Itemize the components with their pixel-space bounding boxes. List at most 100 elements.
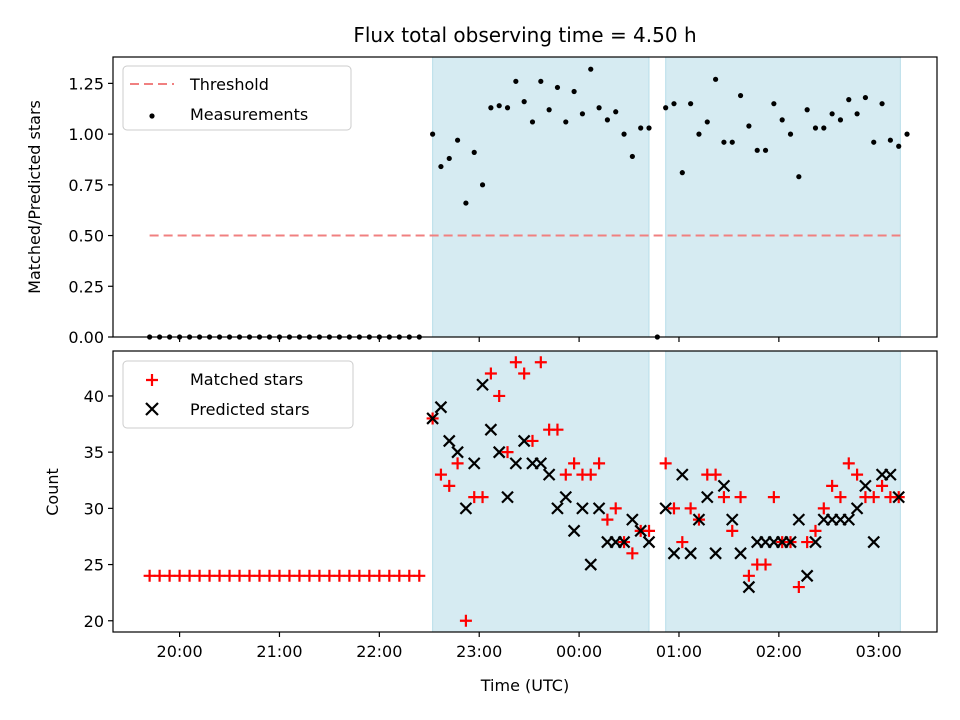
- predicted-star-point: [617, 535, 631, 549]
- measurement-point: [621, 131, 627, 137]
- predicted-star-point: [517, 434, 531, 448]
- measurement-point: [521, 99, 527, 105]
- predicted-star-point: [551, 502, 564, 515]
- chart-title: Flux total observing time = 4.50 h: [353, 23, 696, 47]
- predicted-star-point: [426, 412, 439, 425]
- measurement-point: [479, 182, 486, 188]
- matched-star-point: [534, 356, 547, 369]
- matched-star-point: [767, 491, 780, 504]
- predicted-star-point: [850, 502, 864, 515]
- predicted-star-point: [492, 445, 506, 459]
- measurement-point: [554, 84, 561, 91]
- matched-star-point: [726, 524, 739, 537]
- predicted-star-point: [626, 513, 639, 526]
- matched-star-point: [459, 614, 472, 627]
- matched-star-point: [626, 547, 639, 560]
- matched-star-point: [826, 479, 839, 492]
- matched-star-point: [817, 502, 830, 515]
- measurement-point: [671, 101, 677, 107]
- measurement-point: [663, 105, 669, 111]
- measurement-point: [430, 131, 436, 137]
- predicted-star-point: [884, 468, 897, 481]
- predicted-star-points: [426, 378, 905, 594]
- predicted-star-point: [484, 423, 498, 436]
- legend-matched-label: Matched stars: [190, 370, 303, 389]
- observing-interval-band: [432, 56, 650, 338]
- measurement-point: [513, 78, 519, 84]
- matched-star-point: [584, 468, 597, 481]
- predicted-star-point: [559, 490, 573, 504]
- matched-star-point: [484, 367, 497, 380]
- predicted-star-point: [684, 547, 697, 560]
- bottom-y-tick-label: 20: [84, 612, 104, 631]
- measurement-point: [721, 139, 727, 145]
- matched-star-point: [443, 479, 456, 492]
- x-tick-label: 20:00: [157, 642, 203, 661]
- predicted-star-point: [592, 502, 606, 515]
- predicted-star-point: [642, 535, 656, 549]
- measurement-point: [837, 117, 844, 123]
- matched-star-point: [801, 536, 814, 549]
- top-y-tick-label: 1.00: [68, 125, 104, 144]
- measurement-point: [713, 76, 719, 82]
- matched-star-point: [667, 502, 680, 515]
- predicted-star-point: [701, 490, 714, 504]
- observing-intervals-top: [432, 56, 901, 338]
- predicted-star-point: [459, 502, 473, 515]
- bottom-legend-box: [122, 360, 354, 429]
- top-legend-box: [122, 65, 352, 131]
- predicted-star-point: [501, 490, 514, 504]
- measurement-point: [829, 111, 835, 117]
- measurement-point: [787, 131, 794, 137]
- bottom-y-axis-label: Count: [43, 468, 62, 516]
- matched-star-point: [413, 569, 426, 582]
- top-x-axis-ticks: [178, 337, 880, 342]
- matched-star-point: [809, 524, 822, 537]
- matched-star-point: [851, 468, 864, 481]
- measurement-point: [629, 153, 635, 160]
- predicted-star-point: [567, 524, 581, 538]
- observing-interval-band: [665, 56, 901, 338]
- matched-star-point: [601, 513, 614, 526]
- x-tick-label: 23:00: [456, 642, 502, 661]
- matched-star-point: [568, 457, 581, 470]
- measurement-point: [613, 109, 619, 115]
- bottom-x-axis-ticks: 20:00 21:00 22:00 23:00 00:00 01:00 02:00 03:00: [157, 632, 902, 661]
- measurement-point: [546, 107, 552, 113]
- measurement-point: [538, 78, 544, 84]
- predicted-star-point: [584, 558, 598, 571]
- x-tick-label: 22:00: [356, 642, 402, 661]
- matched-star-point: [834, 491, 847, 504]
- measurement-point: [879, 101, 885, 107]
- matched-star-point: [559, 468, 572, 481]
- measurement-point: [887, 137, 893, 143]
- measurement-point: [679, 170, 685, 176]
- top-y-tick-label: 1.25: [68, 74, 104, 93]
- measurement-point: [604, 117, 611, 123]
- top-y-tick-label: 0.75: [68, 176, 104, 195]
- predicted-star-point: [634, 524, 647, 538]
- predicted-star-point: [809, 535, 822, 549]
- top-y-tick-label: 0.50: [68, 227, 104, 246]
- observing-interval-band: [432, 350, 650, 633]
- predicted-star-point: [742, 580, 756, 594]
- matched-star-point: [518, 367, 531, 380]
- measurement-point: [446, 155, 452, 162]
- bottom-y-tick-label: 40: [84, 387, 104, 406]
- predicted-star-point: [800, 569, 814, 583]
- measurement-point: [438, 163, 444, 170]
- matched-star-points: [143, 356, 905, 627]
- predicted-star-point: [859, 479, 872, 493]
- measurement-point: [771, 101, 777, 107]
- x-axis-label: Time (UTC): [480, 676, 569, 695]
- measurement-point: [454, 137, 461, 143]
- matched-star-point: [609, 502, 622, 515]
- measurement-point: [596, 105, 602, 111]
- legend-predicted-swatch: [145, 402, 159, 416]
- predicted-star-point: [709, 547, 722, 560]
- measurement-point: [463, 200, 469, 206]
- predicted-star-point: [434, 400, 448, 414]
- matched-star-point: [676, 536, 689, 549]
- matched-star-point: [501, 446, 514, 459]
- predicted-star-point: [867, 535, 881, 549]
